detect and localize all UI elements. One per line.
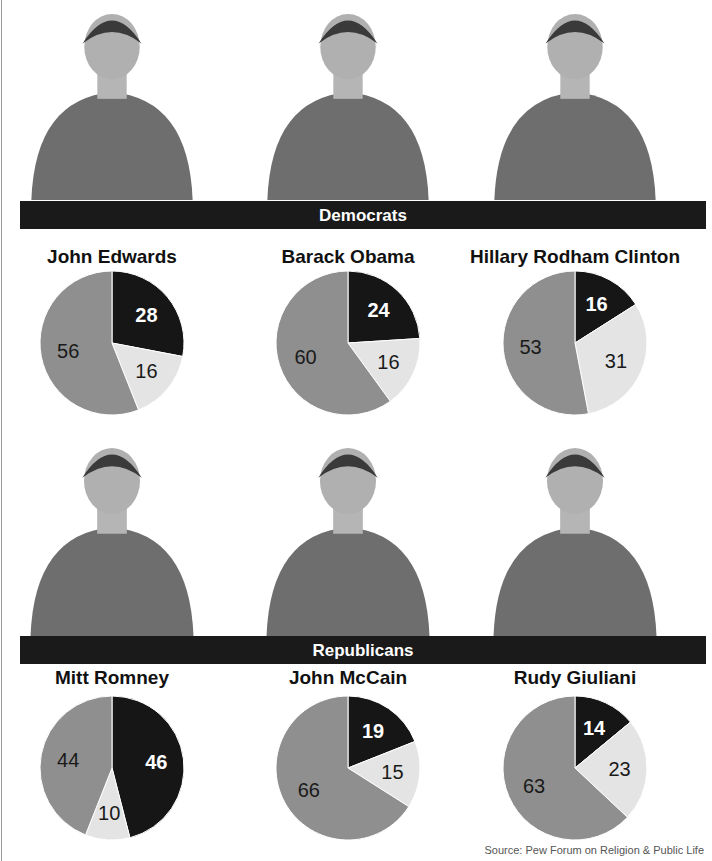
- chart-title: Mitt Romney: [55, 667, 169, 688]
- pie: [276, 271, 420, 415]
- source-note: Source: Pew Forum on Religion & Public L…: [485, 844, 705, 856]
- section-title: Republicans: [312, 641, 413, 660]
- data-label: 46: [145, 751, 167, 773]
- pie: [40, 696, 184, 840]
- data-label: 10: [98, 802, 120, 824]
- photo-hair: [83, 21, 142, 44]
- data-label: 14: [583, 717, 606, 739]
- data-label: 53: [519, 336, 541, 358]
- photo-hair: [82, 455, 141, 478]
- pie: [40, 271, 184, 415]
- chart-title: Rudy Giuliani: [514, 667, 636, 688]
- data-label: 19: [362, 720, 384, 742]
- chart-title: Barack Obama: [281, 246, 415, 267]
- pie-labels: 16 31 53: [519, 293, 627, 372]
- chart-title: John Edwards: [47, 246, 177, 267]
- data-label: 56: [57, 340, 79, 362]
- photo-hair: [546, 21, 605, 44]
- data-label: 15: [381, 761, 403, 783]
- photo-hair: [545, 455, 604, 478]
- background: [0, 0, 712, 861]
- data-label: 44: [57, 749, 79, 771]
- frame-line: [1, 0, 2, 861]
- photo-body: [267, 527, 430, 636]
- data-label: 23: [608, 758, 630, 780]
- data-label: 31: [605, 350, 627, 372]
- data-label: 60: [294, 346, 316, 368]
- photo-body: [494, 527, 657, 636]
- data-label: 66: [298, 779, 320, 801]
- photo-hair: [319, 21, 378, 44]
- section-title: Democrats: [319, 206, 407, 225]
- photo-placeholder: [31, 448, 194, 636]
- pie-labels: 46 10 44: [57, 749, 167, 824]
- photo-body: [267, 92, 428, 200]
- pie-labels: 24 16 60: [294, 299, 399, 373]
- pie-labels: 19 15 66: [298, 720, 404, 800]
- photo-body: [31, 527, 194, 636]
- data-label: 16: [585, 293, 607, 315]
- pie: [503, 271, 647, 415]
- page: Democrats Republicans John Edwards 28 16 56 Ba…: [0, 0, 712, 861]
- data-label: 63: [523, 775, 545, 797]
- photo-placeholder: [31, 14, 192, 200]
- pie-labels: 1423 63: [523, 717, 631, 797]
- photo-placeholder: [494, 14, 655, 200]
- pie-slice: [503, 271, 588, 415]
- data-label: 28: [135, 304, 157, 326]
- pie-slice: [348, 271, 420, 343]
- photo-body: [31, 92, 192, 200]
- photo-placeholder: [267, 448, 430, 636]
- photo-hair: [318, 455, 377, 478]
- data-label: 16: [377, 351, 399, 373]
- chart-title: John McCain: [289, 667, 407, 688]
- data-label: 16: [135, 360, 157, 382]
- section-band: [20, 636, 706, 664]
- pie-slice: [40, 271, 139, 415]
- pie-slice: [276, 271, 390, 415]
- data-label: 24: [367, 299, 390, 321]
- photo-placeholder: [267, 14, 428, 200]
- pie-slice: [276, 696, 409, 840]
- pie-slice: [112, 271, 184, 356]
- pie: [503, 696, 647, 840]
- photo-body: [494, 92, 655, 200]
- photo-placeholder: [494, 448, 657, 636]
- pie-labels: 28 16 56: [57, 304, 157, 383]
- chart-title: Hillary Rodham Clinton: [470, 246, 680, 267]
- section-band: [20, 201, 706, 229]
- pie: [276, 696, 420, 840]
